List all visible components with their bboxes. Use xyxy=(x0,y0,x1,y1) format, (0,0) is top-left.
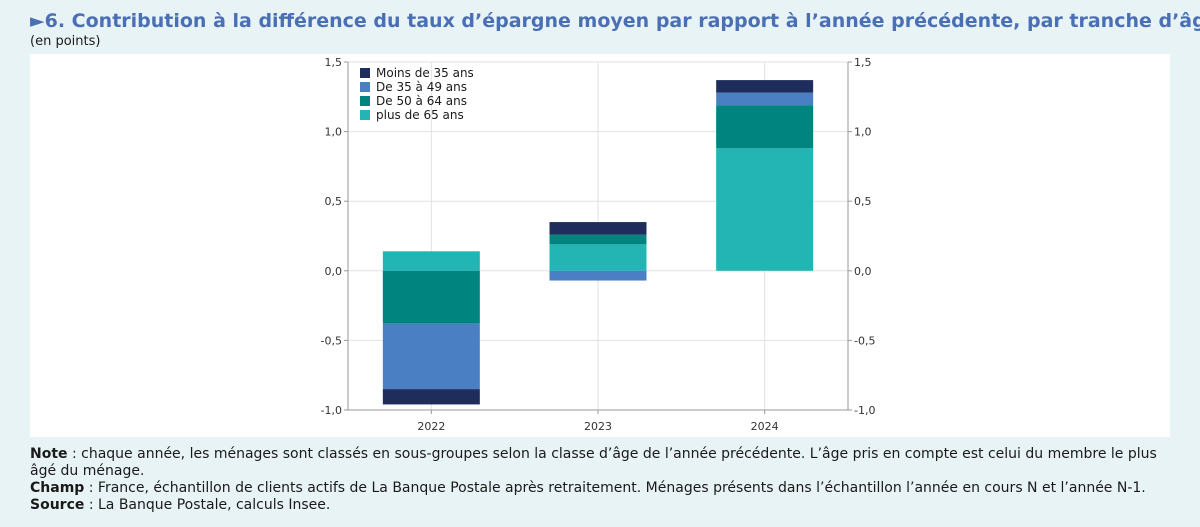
y-tick-label-left: -1,0 xyxy=(321,404,342,417)
y-tick-label-right: 0,5 xyxy=(854,195,872,208)
chart-panel: 1,5 1,5 1,0 1,0 0,5 0,5 0,0 0,0 -0,5 -0,5 -1,0 -1,0… xyxy=(30,54,1170,437)
bar-segment-2024-2 xyxy=(716,105,814,149)
champ-label: Champ xyxy=(30,480,85,496)
bar-segment-2024-0 xyxy=(716,80,814,93)
legend-label: De 35 à 49 ans xyxy=(376,80,467,94)
legend-swatch xyxy=(360,68,370,78)
champ-text: : France, échantillon de clients actifs … xyxy=(84,480,1146,496)
y-tick-label-right: 1,0 xyxy=(854,126,872,139)
y-tick-label-right: -1,0 xyxy=(854,404,875,417)
source-label: Source xyxy=(30,497,85,513)
y-tick-label-left: 0,5 xyxy=(325,195,343,208)
y-tick-label-left: 1,5 xyxy=(325,56,343,69)
bar-segment-2023-3 xyxy=(549,244,647,271)
champ-line: Champ : France, échantillon de clients a… xyxy=(30,480,1170,497)
y-tick-label-left: 0,0 xyxy=(325,265,343,278)
chart-title: ►6. Contribution à la différence du taux… xyxy=(30,10,1200,32)
source-line: Source : La Banque Postale, calculs Inse… xyxy=(30,497,1170,514)
y-tick-label-right: -0,5 xyxy=(854,334,875,347)
chart-unit-subtitle: (en points) xyxy=(30,34,101,49)
note-line: Note : chaque année, les ménages sont cl… xyxy=(30,446,1170,480)
bar-segment-2023-0 xyxy=(549,222,647,235)
legend-label: Moins de 35 ans xyxy=(376,66,474,80)
bar-segment-2022-2 xyxy=(382,270,480,324)
bar-segment-2022-3 xyxy=(382,251,480,271)
bar-segment-2023-1 xyxy=(549,270,647,281)
legend-label: De 50 à 64 ans xyxy=(376,94,467,108)
note-label: Note xyxy=(30,446,68,462)
bar-segment-2022-0 xyxy=(382,389,480,405)
note-text: : chaque année, les ménages sont classés… xyxy=(30,446,1157,479)
x-tick-label: 2024 xyxy=(751,420,779,433)
legend-label: plus de 65 ans xyxy=(376,108,464,122)
bar-segment-2024-1 xyxy=(716,92,814,106)
x-tick-label: 2022 xyxy=(417,420,445,433)
legend-swatch xyxy=(360,82,370,92)
x-tick-label: 2023 xyxy=(584,420,612,433)
y-tick-label-right: 1,5 xyxy=(854,56,872,69)
bar-segment-2024-3 xyxy=(716,148,814,271)
bar-segment-2023-2 xyxy=(549,234,647,245)
legend-swatch xyxy=(360,96,370,106)
y-tick-label-left: -0,5 xyxy=(321,334,342,347)
y-tick-label-left: 1,0 xyxy=(325,126,343,139)
stacked-bar-chart: 1,5 1,5 1,0 1,0 0,5 0,5 0,0 0,0 -0,5 -0,5 -1,0 -1,0… xyxy=(321,56,876,433)
y-tick-label-right: 0,0 xyxy=(854,265,872,278)
bar-segment-2022-1 xyxy=(382,323,480,390)
legend-swatch xyxy=(360,110,370,120)
source-text: : La Banque Postale, calculs Insee. xyxy=(84,497,331,513)
notes-block: Note : chaque année, les ménages sont cl… xyxy=(30,446,1170,514)
